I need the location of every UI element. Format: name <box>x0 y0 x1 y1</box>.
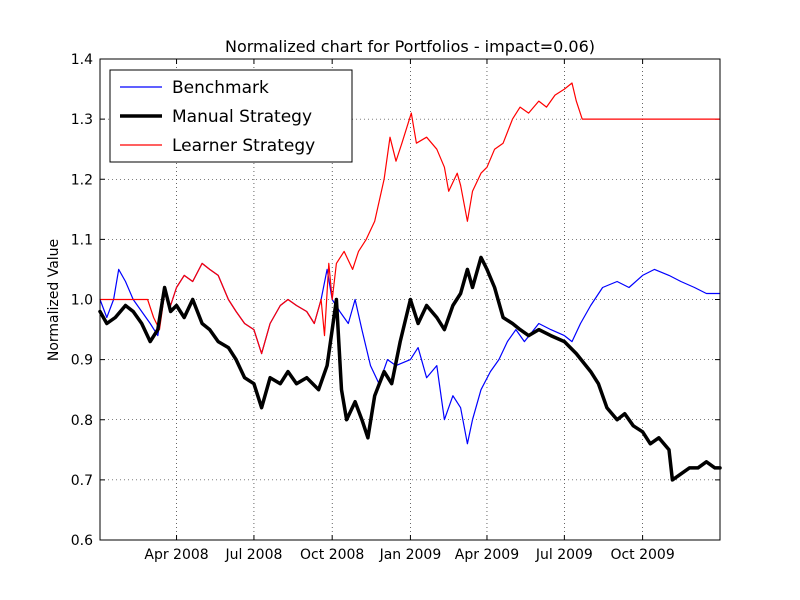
y-tick-label: 1.1 <box>71 232 93 248</box>
y-tick-label: 0.7 <box>71 473 93 489</box>
x-tick-label: Oct 2008 <box>300 547 364 563</box>
y-tick-label: 0.9 <box>71 353 93 369</box>
legend-label: Learner Strategy <box>172 136 315 156</box>
x-tick-label: Jan 2009 <box>379 547 442 563</box>
y-tick-label: 1.2 <box>71 172 93 188</box>
x-tick-label: Apr 2009 <box>455 547 519 563</box>
legend-label: Manual Strategy <box>172 107 312 127</box>
x-tick-label: Apr 2008 <box>144 547 208 563</box>
y-tick-label: 0.8 <box>71 413 93 429</box>
series-line-manual-strategy <box>98 255 722 482</box>
axis-ticks: 0.6 0.7 0.8 0.9 1.0 1.1 1.2 1.3 1.4 Apr 2008 Jul 2… <box>71 52 720 563</box>
x-tick-label: Oct 2009 <box>610 547 674 563</box>
y-tick-label: 0.6 <box>71 533 93 549</box>
series-line-learner-strategy <box>99 82 721 355</box>
legend-label: Benchmark <box>172 78 269 98</box>
y-axis-label: Normalized Value <box>46 239 62 361</box>
y-tick-label: 1.4 <box>71 52 93 68</box>
x-tick-label: Jul 2008 <box>224 547 282 563</box>
legend: Benchmark Manual Strategy Learner Strategy <box>109 69 353 163</box>
y-tick-label: 1.0 <box>71 293 93 309</box>
series-lines <box>98 82 722 482</box>
x-tick-label: Jul 2009 <box>535 547 593 563</box>
plot-frame <box>99 58 721 541</box>
chart-title: Normalized chart for Portfolios - impact… <box>225 37 595 56</box>
y-tick-label: 1.3 <box>71 112 93 128</box>
